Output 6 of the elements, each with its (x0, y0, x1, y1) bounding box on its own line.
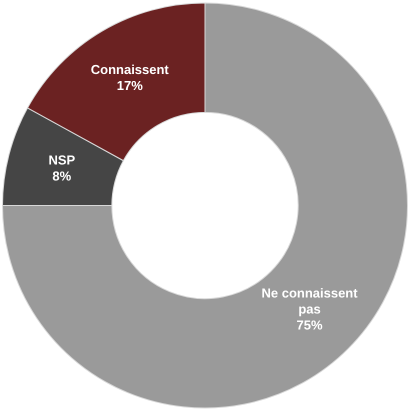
slice-label: Connaissent (90, 62, 170, 77)
data-label: 8% (52, 168, 72, 184)
data-label: 75% (296, 318, 323, 333)
slice-label: Ne connaissent pas (261, 286, 358, 317)
slice-label: NSP (48, 152, 76, 168)
data-label: 17% (116, 78, 144, 93)
